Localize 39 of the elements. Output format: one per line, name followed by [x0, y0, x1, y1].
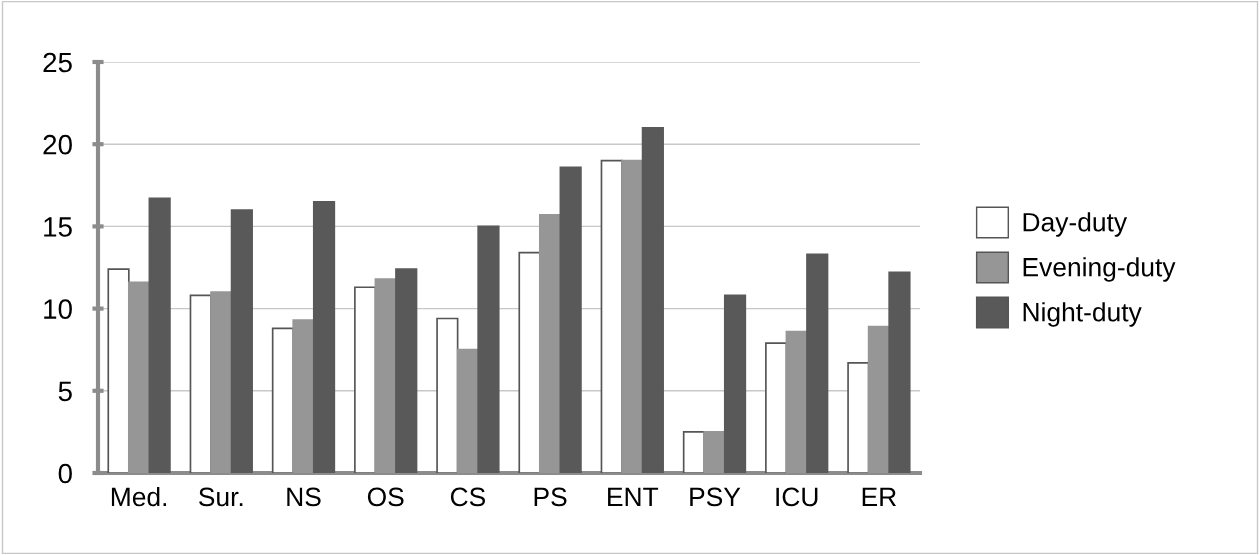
x-tick-label: OS [367, 487, 404, 507]
x-tick-label: CS [450, 487, 486, 507]
bar [354, 286, 377, 473]
x-tick-label: Sur. [199, 487, 243, 507]
bar [600, 159, 623, 473]
bar [189, 294, 212, 473]
bar [847, 362, 870, 473]
bar [723, 294, 747, 473]
bar [888, 271, 911, 473]
y-tick-label: 5 [58, 381, 72, 402]
y-tick-label: 20 [43, 134, 72, 155]
x-tick-label: NS [287, 487, 321, 507]
x-tick-label: Med. [111, 486, 167, 507]
legend-label: Night-duty [1023, 302, 1142, 327]
bar [765, 342, 788, 473]
bar [107, 268, 130, 473]
x-tick-label: ICU [776, 487, 818, 507]
bar [682, 431, 706, 473]
x-tick-label: ER [862, 487, 896, 507]
bar [641, 126, 664, 473]
y-tick-label: 25 [43, 52, 72, 73]
legend-label: Day-duty [1023, 212, 1128, 237]
bar [806, 253, 829, 473]
bar [436, 317, 459, 473]
bar [477, 225, 500, 473]
x-tick-label: PSY [690, 487, 741, 507]
bar [559, 166, 582, 473]
y-tick-label: 15 [44, 217, 72, 237]
y-tick-label: 10 [44, 299, 72, 319]
bar [518, 251, 541, 473]
bar [395, 268, 418, 473]
bar [271, 327, 295, 473]
bar [230, 209, 253, 473]
legend-label: Evening-duty [1023, 257, 1176, 282]
x-tick-label: ENT [608, 487, 659, 507]
x-tick-label: PS [534, 487, 567, 507]
bar [148, 197, 171, 473]
bar [312, 200, 336, 473]
y-tick-label: 0 [58, 463, 72, 484]
